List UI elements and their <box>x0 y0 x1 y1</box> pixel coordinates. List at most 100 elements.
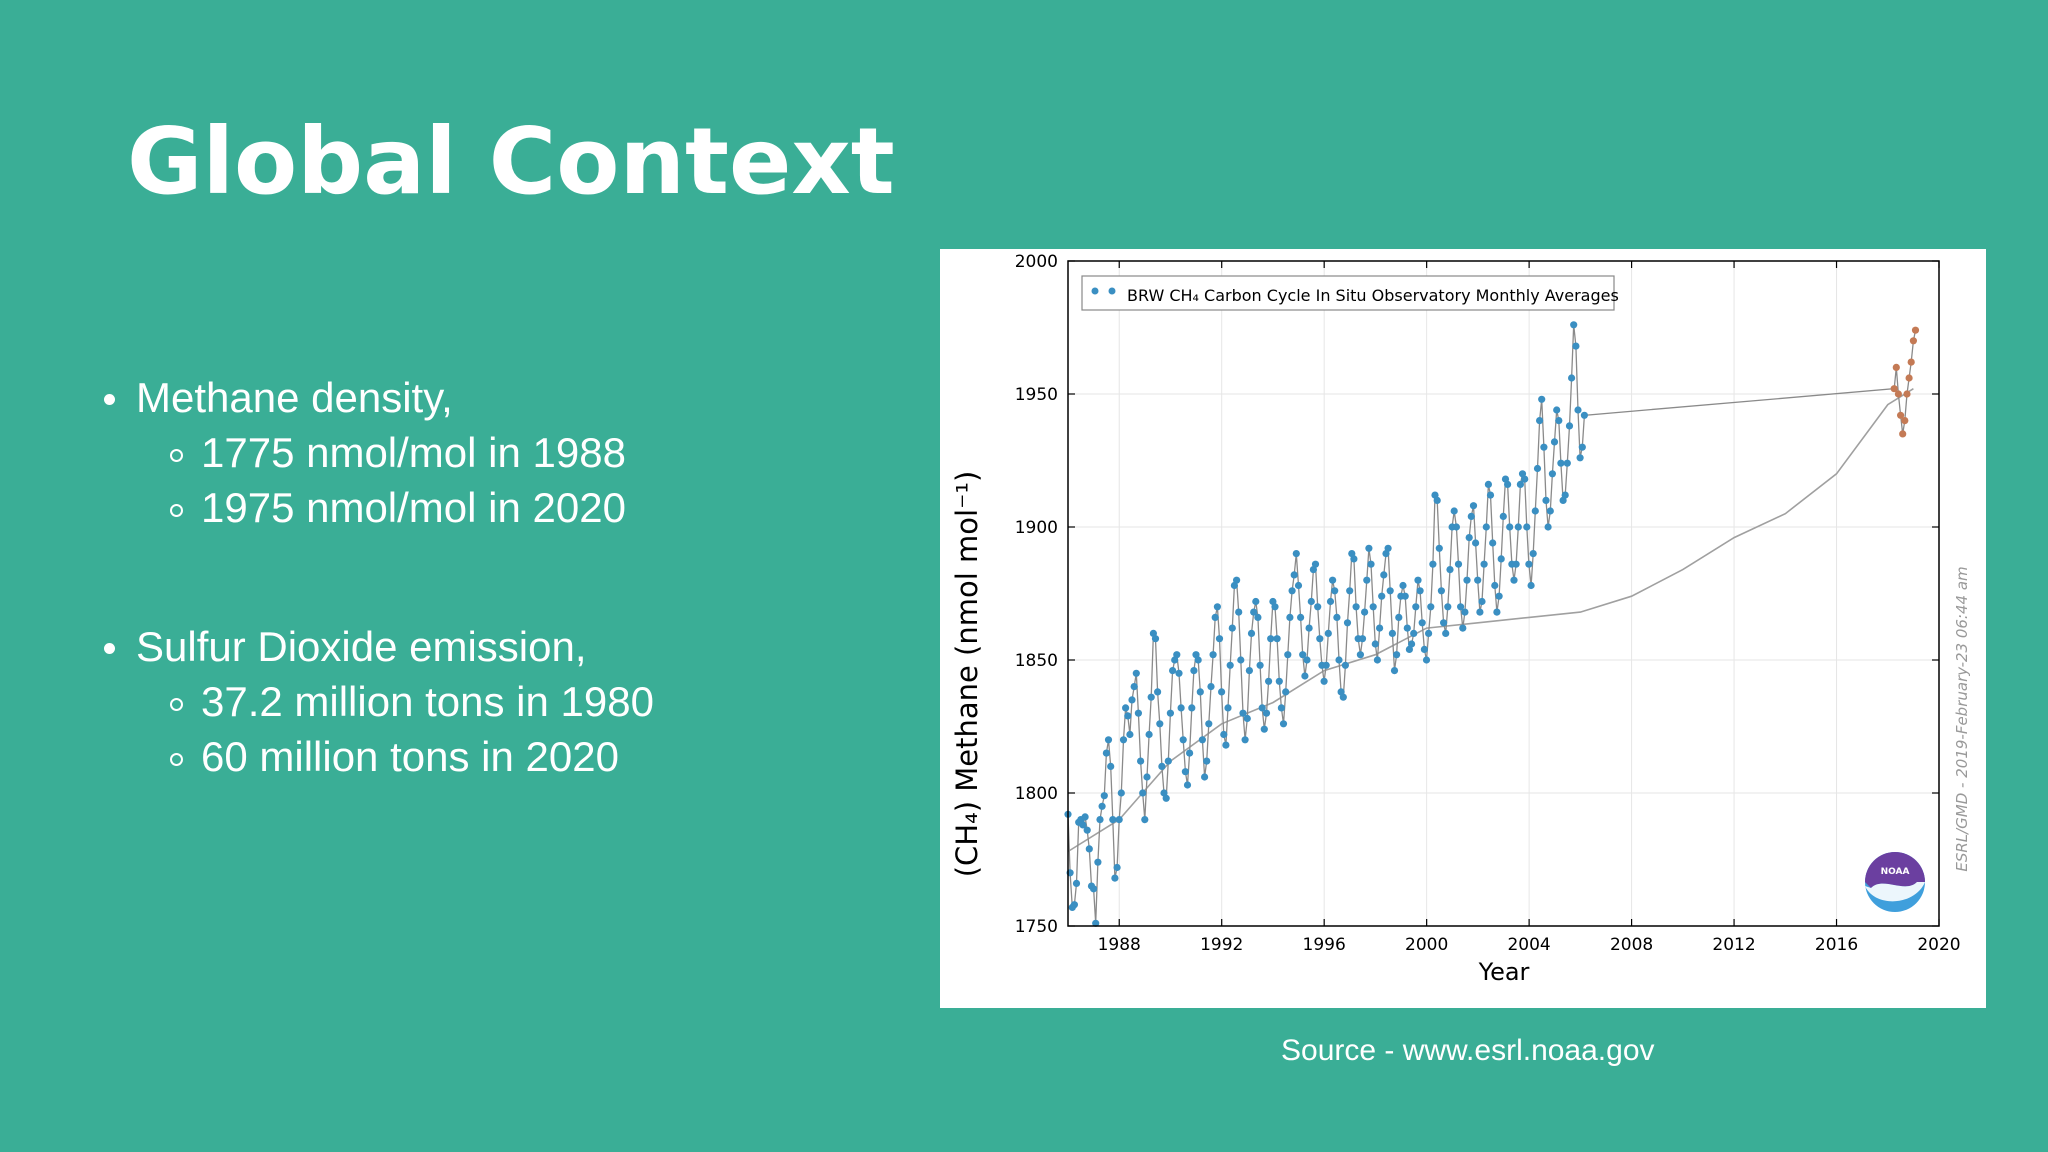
data-point <box>1533 464 1542 473</box>
data-point <box>1390 667 1399 675</box>
data-point <box>1493 608 1501 616</box>
y-tick-label: 2000 <box>1015 252 1058 272</box>
bullet-list: Methane density, 1775 nmol/mol in 1988 1… <box>100 370 654 868</box>
data-point <box>1124 712 1132 720</box>
data-point <box>1147 693 1155 701</box>
data-point <box>1211 613 1219 621</box>
trend-line-path <box>1067 388 1914 853</box>
sub-bullet-item: 37.2 million tons in 1980 <box>100 674 654 729</box>
plot-frame <box>1067 260 1940 927</box>
data-point <box>1316 635 1324 643</box>
data-point <box>1243 714 1251 723</box>
data-point <box>1104 736 1113 744</box>
data-point <box>1484 480 1492 488</box>
sub-bullet-item: 1975 nmol/mol in 2020 <box>100 480 654 535</box>
x-tick-label: 1996 <box>1303 935 1346 955</box>
series-line <box>1067 324 1917 924</box>
data-point <box>1899 430 1907 438</box>
data-point <box>1570 321 1578 329</box>
data-point <box>1134 709 1142 717</box>
data-point <box>1489 539 1497 547</box>
data-point <box>1109 816 1117 824</box>
data-point <box>1540 443 1548 451</box>
data-point <box>1301 672 1309 680</box>
data-point <box>1905 374 1913 382</box>
bullet-item: Methane density, <box>100 370 654 425</box>
data-point <box>1294 581 1303 590</box>
data-point <box>1574 406 1582 414</box>
data-point <box>1309 566 1317 574</box>
data-point <box>1491 581 1499 590</box>
data-point <box>1531 507 1539 515</box>
x-tick-label: 2004 <box>1507 935 1550 955</box>
y-tick-label: 1850 <box>1015 651 1058 671</box>
legend-marker <box>1091 287 1099 295</box>
data-point <box>1465 534 1473 542</box>
data-point <box>1544 523 1552 531</box>
data-point <box>1909 337 1917 345</box>
data-point <box>1311 560 1320 568</box>
data-point <box>1461 608 1469 616</box>
data-point <box>1079 821 1087 829</box>
data-point <box>1107 762 1115 771</box>
x-tick-label: 2012 <box>1712 935 1755 955</box>
bullet-group-methane: Methane density, 1775 nmol/mol in 1988 1… <box>100 370 654 535</box>
data-point <box>1254 613 1262 621</box>
data-point <box>1175 669 1183 677</box>
data-point <box>1070 901 1078 909</box>
data-point <box>1516 480 1524 488</box>
data-point <box>1343 619 1352 627</box>
data-point <box>1346 587 1354 595</box>
data-point <box>1563 459 1571 467</box>
y-tick-label: 1750 <box>1015 917 1058 937</box>
data-point <box>1495 592 1503 600</box>
data-point <box>1282 688 1290 696</box>
data-point <box>1341 661 1349 669</box>
data-point <box>1335 656 1343 664</box>
data-point <box>1903 390 1911 398</box>
data-point <box>1553 406 1561 414</box>
data-point <box>1388 629 1396 637</box>
data-point <box>1548 470 1556 478</box>
series-points <box>1064 321 1920 927</box>
data-point <box>1250 608 1258 616</box>
data-point <box>1405 645 1413 653</box>
data-point <box>1356 651 1364 659</box>
data-point <box>1314 603 1322 611</box>
data-point <box>1578 443 1586 451</box>
data-point <box>1256 661 1264 669</box>
data-point <box>1429 560 1437 568</box>
data-point <box>1305 624 1313 632</box>
data-point <box>1454 560 1463 568</box>
y-tick-label: 1900 <box>1015 518 1058 538</box>
data-point <box>1476 608 1484 616</box>
data-point <box>1897 411 1905 419</box>
data-point <box>1252 597 1260 606</box>
data-point <box>1241 736 1249 744</box>
data-point <box>1367 560 1375 568</box>
data-point <box>1380 571 1388 579</box>
data-point <box>1536 417 1544 425</box>
x-tick-label: 1988 <box>1098 935 1141 955</box>
grid <box>1068 260 1940 927</box>
data-point <box>1181 768 1189 776</box>
x-tick-label: 2016 <box>1815 935 1858 955</box>
data-point <box>1156 720 1164 728</box>
data-point <box>1213 603 1221 611</box>
data-point <box>1169 667 1177 675</box>
data-point <box>1386 587 1394 595</box>
data-point <box>1550 438 1559 446</box>
data-point <box>1233 576 1241 584</box>
data-point <box>1247 629 1256 637</box>
data-point <box>1237 656 1245 664</box>
data-point <box>1425 629 1433 637</box>
data-point <box>1113 863 1121 872</box>
data-point <box>1435 544 1443 552</box>
sub-bullet-item: 1775 nmol/mol in 1988 <box>100 425 654 480</box>
data-point <box>1190 667 1198 675</box>
data-point <box>1480 560 1488 568</box>
data-point <box>1907 358 1915 366</box>
data-point <box>1333 613 1341 621</box>
data-point <box>1154 688 1162 696</box>
methane-chart: 1988 1992 1996 2000 2004 2008 2012 2016 2020 1750… <box>940 249 1986 1008</box>
